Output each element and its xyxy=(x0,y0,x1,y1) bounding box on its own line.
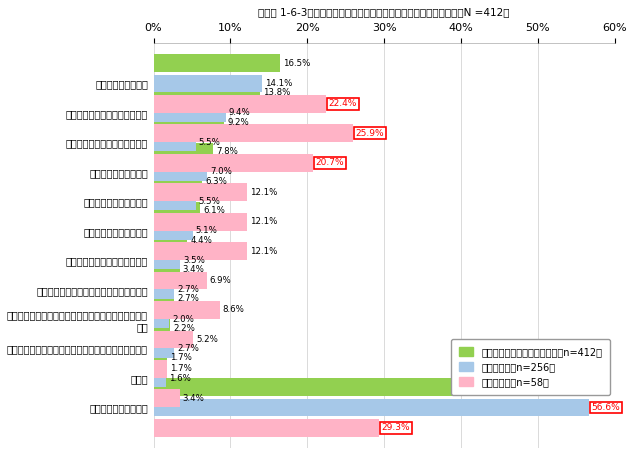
Bar xyxy=(153,399,588,416)
Text: 56.6%: 56.6% xyxy=(592,403,621,412)
Bar xyxy=(153,75,262,92)
Text: 20.7%: 20.7% xyxy=(316,158,344,167)
Text: 2.7%: 2.7% xyxy=(178,344,199,353)
Bar xyxy=(153,272,207,289)
Bar xyxy=(153,261,179,278)
Bar xyxy=(153,242,247,260)
Bar xyxy=(153,95,326,113)
Bar xyxy=(153,349,167,367)
Bar xyxy=(153,104,226,122)
Bar xyxy=(153,54,280,72)
Text: 5.5%: 5.5% xyxy=(199,138,221,147)
Text: 6.3%: 6.3% xyxy=(205,177,227,186)
Text: 9.2%: 9.2% xyxy=(228,118,249,126)
Text: 2.0%: 2.0% xyxy=(172,315,194,324)
Text: 2.2%: 2.2% xyxy=(174,324,195,333)
Bar xyxy=(153,360,167,378)
Text: 12.1%: 12.1% xyxy=(250,217,277,226)
Bar xyxy=(153,222,193,240)
Bar xyxy=(153,133,196,152)
Text: 16.5%: 16.5% xyxy=(283,59,311,68)
Text: 14.1%: 14.1% xyxy=(265,79,292,88)
Text: 6.1%: 6.1% xyxy=(204,206,225,215)
Bar xyxy=(153,419,378,437)
Text: 5.5%: 5.5% xyxy=(199,197,221,206)
Bar xyxy=(153,143,214,161)
Bar xyxy=(153,183,247,201)
Bar xyxy=(153,172,202,190)
Bar xyxy=(153,310,169,328)
Title: 【図表 1-6-3】　働きやすさと働き方改革によるマイナスの変化　（N =412）: 【図表 1-6-3】 働きやすさと働き方改革によるマイナスの変化 （N =412… xyxy=(259,7,510,17)
Bar xyxy=(153,319,171,337)
Bar xyxy=(153,212,247,231)
Text: 12.1%: 12.1% xyxy=(250,247,277,256)
Bar xyxy=(153,84,259,101)
Text: 13.8%: 13.8% xyxy=(262,88,290,97)
Text: 1.6%: 1.6% xyxy=(169,374,191,383)
Bar xyxy=(153,330,193,349)
Text: 7.0%: 7.0% xyxy=(210,167,232,177)
Text: 29.3%: 29.3% xyxy=(382,423,410,432)
Text: 3.5%: 3.5% xyxy=(183,256,205,265)
Bar xyxy=(153,389,179,407)
Bar xyxy=(153,163,207,181)
Text: 22.4%: 22.4% xyxy=(329,99,357,108)
Text: 12.1%: 12.1% xyxy=(250,187,277,197)
Text: 4.4%: 4.4% xyxy=(190,236,212,244)
Text: 6.9%: 6.9% xyxy=(210,276,231,285)
Bar xyxy=(153,379,547,396)
Bar xyxy=(153,290,174,308)
Text: 5.1%: 5.1% xyxy=(196,226,217,235)
Bar xyxy=(153,202,200,219)
Legend: 働き方改革に取り組んでいる（n=412）, 働きやすい（n=256）, 働きにくい（n=58）: 働き方改革に取り組んでいる（n=412）, 働きやすい（n=256）, 働きにく… xyxy=(451,339,610,394)
Text: 51.2%: 51.2% xyxy=(550,383,578,392)
Bar xyxy=(153,231,187,249)
Bar xyxy=(153,369,166,387)
Text: 2.7%: 2.7% xyxy=(178,294,199,303)
Bar xyxy=(153,154,313,172)
Text: 2.7%: 2.7% xyxy=(178,285,199,294)
Text: 7.8%: 7.8% xyxy=(217,147,238,156)
Text: 25.9%: 25.9% xyxy=(356,129,384,138)
Bar xyxy=(153,113,224,131)
Text: 8.6%: 8.6% xyxy=(223,305,245,314)
Bar xyxy=(153,281,174,298)
Text: 3.4%: 3.4% xyxy=(183,394,205,403)
Bar xyxy=(153,301,219,319)
Bar xyxy=(153,340,174,358)
Text: 9.4%: 9.4% xyxy=(229,108,250,117)
Bar xyxy=(153,251,181,269)
Text: 5.2%: 5.2% xyxy=(197,335,219,344)
Bar xyxy=(153,124,353,142)
Text: 1.7%: 1.7% xyxy=(170,364,191,374)
Text: 1.7%: 1.7% xyxy=(170,354,191,362)
Text: 3.4%: 3.4% xyxy=(183,265,205,274)
Bar xyxy=(153,192,196,210)
